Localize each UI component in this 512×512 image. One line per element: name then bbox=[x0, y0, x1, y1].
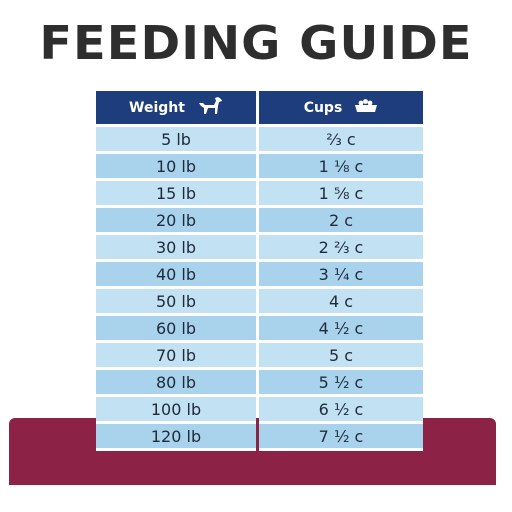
feeding-table: Weight Cups bbox=[96, 91, 423, 451]
weight-cell: 10 lb bbox=[96, 154, 256, 181]
cups-cell: 5 c bbox=[259, 343, 423, 370]
table-row: 15 lb 1 ⅝ c bbox=[96, 181, 423, 208]
weight-cell: 40 lb bbox=[96, 262, 256, 289]
table-row: 20 lb 2 c bbox=[96, 208, 423, 235]
weight-cell: 5 lb bbox=[96, 127, 256, 154]
table-row: 120 lb 7 ½ c bbox=[96, 424, 423, 451]
cups-cell: 4 ½ c bbox=[259, 316, 423, 343]
weight-cell: 30 lb bbox=[96, 235, 256, 262]
weight-cell: 60 lb bbox=[96, 316, 256, 343]
weight-cell: 120 lb bbox=[96, 424, 256, 451]
table-header-row: Weight Cups bbox=[96, 91, 423, 127]
weight-cell: 70 lb bbox=[96, 343, 256, 370]
weight-cell: 50 lb bbox=[96, 289, 256, 316]
table-row: 10 lb 1 ⅛ c bbox=[96, 154, 423, 181]
weight-header: Weight bbox=[96, 91, 256, 127]
cups-header-label: Cups bbox=[303, 99, 343, 116]
cups-cell: 7 ½ c bbox=[259, 424, 423, 451]
cups-header: Cups bbox=[259, 91, 423, 127]
table-row: 50 lb 4 c bbox=[96, 289, 423, 316]
weight-header-label: Weight bbox=[129, 99, 185, 116]
cups-cell: 2 ⅔ c bbox=[259, 235, 423, 262]
table-row: 40 lb 3 ¼ c bbox=[96, 262, 423, 289]
cups-cell: 1 ⅝ c bbox=[259, 181, 423, 208]
dog-icon bbox=[197, 96, 223, 120]
table-row: 80 lb 5 ½ c bbox=[96, 370, 423, 397]
food-bowl-icon bbox=[354, 98, 378, 118]
cups-cell: 6 ½ c bbox=[259, 397, 423, 424]
weight-cell: 100 lb bbox=[96, 397, 256, 424]
weight-cell: 20 lb bbox=[96, 208, 256, 235]
cups-cell: 4 c bbox=[259, 289, 423, 316]
cups-cell: ⅔ c bbox=[259, 127, 423, 154]
page-title: FEEDING GUIDE bbox=[39, 16, 473, 70]
table-row: 30 lb 2 ⅔ c bbox=[96, 235, 423, 262]
table-row: 100 lb 6 ½ c bbox=[96, 397, 423, 424]
weight-cell: 15 lb bbox=[96, 181, 256, 208]
table-row: 5 lb ⅔ c bbox=[96, 127, 423, 154]
weight-cell: 80 lb bbox=[96, 370, 256, 397]
cups-cell: 5 ½ c bbox=[259, 370, 423, 397]
cups-cell: 3 ¼ c bbox=[259, 262, 423, 289]
table-row: 60 lb 4 ½ c bbox=[96, 316, 423, 343]
cups-cell: 2 c bbox=[259, 208, 423, 235]
table-row: 70 lb 5 c bbox=[96, 343, 423, 370]
cups-cell: 1 ⅛ c bbox=[259, 154, 423, 181]
